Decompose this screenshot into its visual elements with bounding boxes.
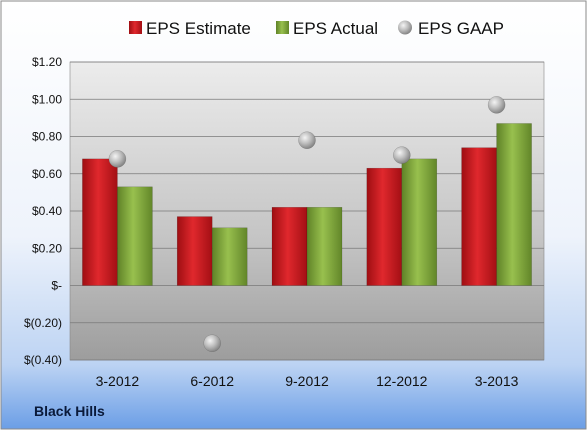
x-tick-label: 9-2012: [285, 373, 329, 389]
bar-eps-actual: [401, 158, 438, 286]
point-eps-gaap: [487, 96, 506, 114]
bar-eps-estimate: [461, 147, 497, 286]
y-axis-ticks: $1.20 $1.00 $0.80 $0.60 $0.40 $0.20 $- $(0.20) $…: [24, 55, 62, 367]
legend-label-gaap: EPS GAAP: [418, 19, 504, 38]
y-tick-label: $0.60: [32, 167, 62, 181]
legend: EPS Estimate EPS Actual EPS GAAP: [129, 19, 504, 38]
bar-eps-estimate: [366, 167, 403, 286]
point-eps-gaap: [203, 334, 221, 352]
x-tick-label: 3-2012: [96, 373, 140, 389]
y-tick-label: $1.20: [32, 55, 62, 69]
legend-item-gaap: EPS GAAP: [398, 19, 504, 38]
y-tick-label: $0.80: [32, 130, 62, 144]
x-tick-label: 12-2012: [376, 373, 428, 389]
legend-swatch-estimate: [129, 21, 142, 34]
bar-eps-actual: [211, 227, 248, 286]
bar-eps-actual: [306, 207, 343, 286]
legend-label-actual: EPS Actual: [293, 19, 378, 38]
bar-series: [82, 123, 532, 286]
x-tick-label: 6-2012: [190, 373, 234, 389]
y-tick-label: $(0.40): [24, 353, 62, 367]
y-tick-label: $0.40: [32, 204, 62, 218]
x-tick-label: 3-2013: [475, 373, 519, 389]
y-tick-label: $(0.20): [24, 316, 62, 330]
bar-eps-estimate: [176, 216, 213, 286]
point-eps-gaap: [298, 131, 316, 149]
legend-item-actual: EPS Actual: [276, 19, 378, 38]
legend-swatch-actual: [276, 21, 289, 34]
legend-item-estimate: EPS Estimate: [129, 19, 251, 38]
legend-swatch-gaap: [398, 20, 412, 35]
gaap-points: [108, 96, 506, 352]
point-eps-gaap: [108, 150, 127, 168]
y-tick-label: $-: [51, 279, 62, 293]
bar-eps-estimate: [271, 207, 308, 286]
bar-eps-actual: [496, 123, 532, 286]
bar-eps-actual: [117, 186, 153, 286]
bar-eps-estimate: [82, 158, 118, 286]
x-axis-labels: 3-2012 6-2012 9-2012 12-2012 3-2013: [96, 373, 519, 389]
company-label: Black Hills: [34, 403, 105, 419]
point-eps-gaap: [393, 146, 411, 164]
y-tick-label: $1.00: [32, 92, 62, 106]
y-tick-label: $0.20: [32, 241, 62, 255]
legend-label-estimate: EPS Estimate: [146, 19, 251, 38]
